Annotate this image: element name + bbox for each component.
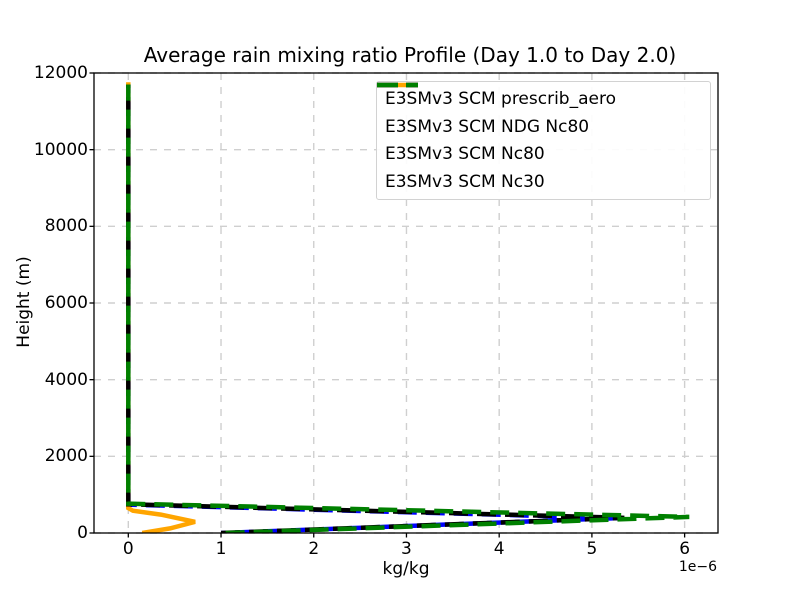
- x-tick-label: 1: [215, 539, 227, 559]
- y-tick-label: 4000: [44, 369, 88, 390]
- series-line-1: [126, 82, 196, 533]
- x-tick-label: 2: [308, 539, 320, 559]
- x-axis-offset-label: 1e−6: [678, 559, 717, 575]
- y-tick-label: 2000: [44, 446, 88, 467]
- legend-item: E3SMv3 SCM NDG Nc80: [377, 82, 702, 141]
- x-tick-label: 3: [401, 539, 412, 559]
- x-tick-label: 6: [679, 539, 691, 559]
- legend-item-label: E3SMv3 SCM prescrib_aero: [385, 88, 616, 109]
- y-tick-label: 6000: [44, 293, 88, 313]
- chart-title: Average rain mixing ratio Profile (Day 1…: [143, 43, 677, 67]
- y-tick-label: 0: [77, 523, 88, 543]
- legend-item: E3SMv3 SCM Nc80: [377, 82, 702, 169]
- series-line-3: [126, 84, 690, 533]
- legend-item: E3SMv3 SCM prescrib_aero: [377, 82, 702, 113]
- legend-item-label: E3SMv3 SCM NDG Nc80: [385, 116, 590, 137]
- legend-item: E3SMv3 SCM Nc30: [377, 82, 702, 196]
- y-tick-label: 12000: [33, 63, 88, 83]
- legend-item-label: E3SMv3 SCM Nc80: [385, 144, 545, 165]
- y-tick-label: 10000: [33, 139, 88, 160]
- x-tick-label: 0: [122, 539, 134, 559]
- legend-item-label: E3SMv3 SCM Nc30: [385, 172, 545, 193]
- x-axis-label: kg/kg: [382, 559, 430, 579]
- legend: E3SMv3 SCM prescrib_aero E3SMv3 SCM NDG N…: [376, 81, 711, 200]
- y-tick-label: 8000: [44, 216, 88, 237]
- tick-marks: [89, 72, 686, 538]
- legend-line-sample-icon: [377, 82, 418, 88]
- x-tick-label: 4: [493, 539, 505, 559]
- x-tick-label: 5: [586, 539, 598, 559]
